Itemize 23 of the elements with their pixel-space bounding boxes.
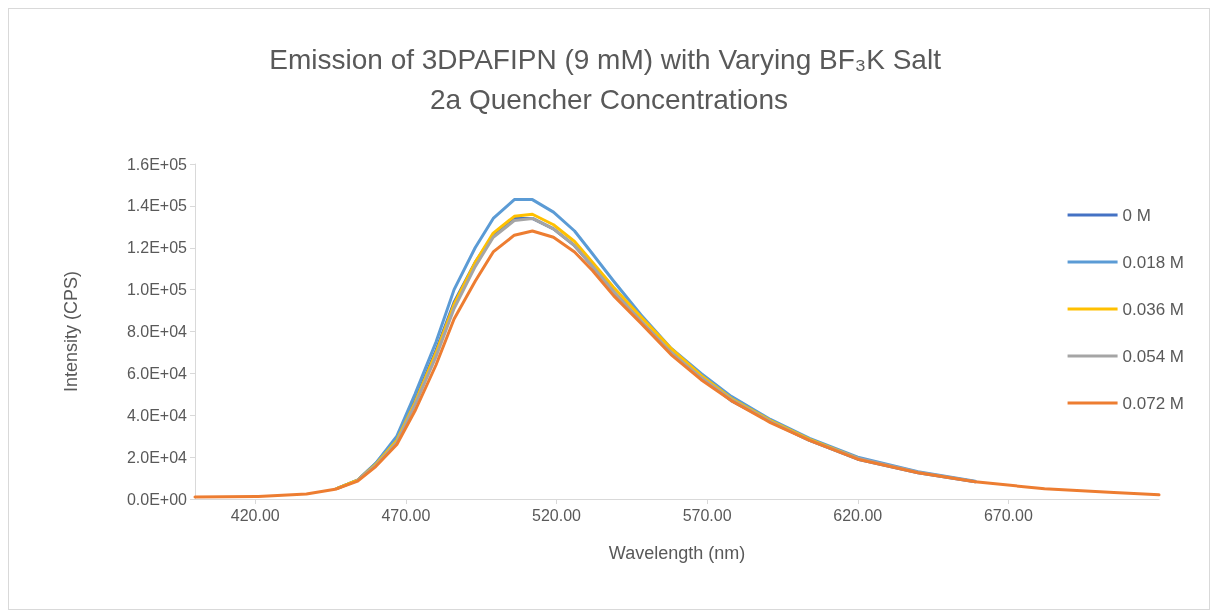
legend-label: 0.018 M xyxy=(1122,252,1185,272)
chart-title: Emission of 3DPAFIPN (9 mM) with Varying BF₃K Salt 2a Quencher Concentrations xyxy=(269,43,949,115)
y-tick-label: 0.0E+00 xyxy=(126,490,188,508)
y-axis-title: Intensity (CPS) xyxy=(61,270,81,393)
x-tick-label: 570.00 xyxy=(682,506,732,524)
y-tick-label: 4.0E+04 xyxy=(126,406,188,424)
legend-label: 0.036 M xyxy=(1122,299,1185,319)
y-tick-label: 6.0E+04 xyxy=(126,364,188,382)
y-tick-label: 1.4E+05 xyxy=(126,197,188,215)
x-tick-label: 520.00 xyxy=(532,506,582,524)
x-tick-label: 670.00 xyxy=(983,506,1033,524)
y-tick-label: 8.0E+04 xyxy=(126,323,188,340)
legend-label: 0.054 M xyxy=(1122,346,1185,366)
x-tick-label: 620.00 xyxy=(833,506,883,524)
x-tick-label: 420.00 xyxy=(230,506,280,524)
x-axis-title: Wavelength (nm) xyxy=(608,543,746,563)
y-tick-label: 2.0E+04 xyxy=(126,448,188,466)
x-tick-label: 470.00 xyxy=(381,506,431,524)
legend-label: 0 M xyxy=(1122,205,1151,225)
y-tick-label: 1.2E+05 xyxy=(126,239,188,257)
y-tick-label: 1.6E+05 xyxy=(126,155,188,173)
y-tick-label: 1.0E+05 xyxy=(126,281,188,299)
legend-label: 0.072 M xyxy=(1122,393,1185,413)
